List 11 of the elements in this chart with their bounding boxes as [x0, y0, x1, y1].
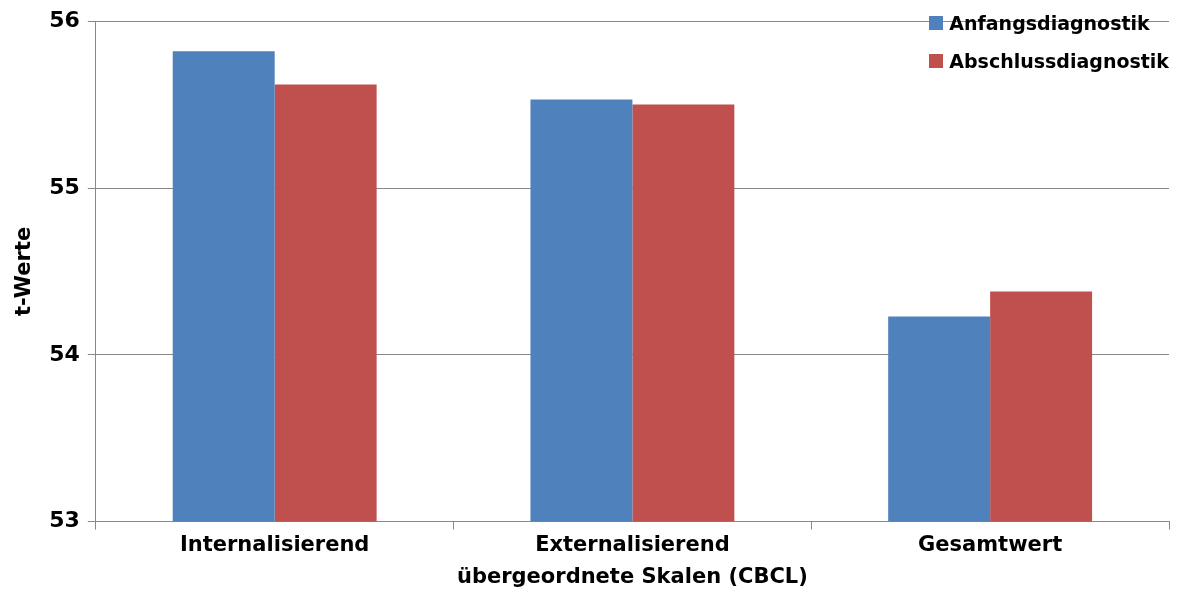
y-tick-label: 54: [49, 340, 80, 366]
y-tick-label: 55: [49, 173, 80, 199]
x-axis-title: übergeordnete Skalen (CBCL): [456, 563, 808, 588]
legend-label: Anfangsdiagnostik: [949, 12, 1150, 34]
legend-label: Abschlussdiagnostik: [949, 50, 1169, 72]
y-axis-title: t-Werte: [11, 226, 36, 316]
y-tick-label: 56: [49, 6, 80, 32]
y-tick-label: 53: [49, 507, 80, 533]
x-tick-label: Internalisierend: [179, 531, 370, 556]
x-tick-label: Gesamtwert: [918, 531, 1063, 556]
x-tick-label: Externalisierend: [535, 531, 730, 556]
